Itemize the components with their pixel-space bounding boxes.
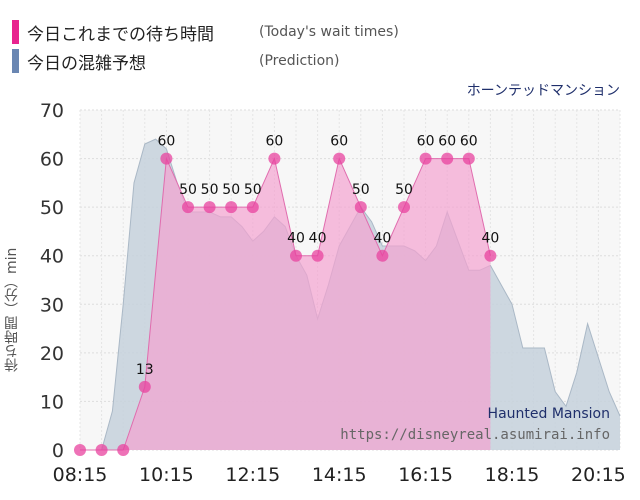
y-tick-label: 50 [40, 197, 64, 219]
y-tick-label: 70 [40, 100, 64, 122]
y-tick-label: 10 [40, 391, 64, 413]
today-data-label: 40 [309, 231, 327, 247]
x-tick-label: 12:15 [225, 464, 280, 486]
today-point [419, 152, 432, 165]
legend-label-today-jp: 今日これまでの待ち時間 [27, 24, 214, 45]
today-point [376, 249, 389, 262]
today-data-label: 60 [265, 134, 283, 150]
x-tick-label: 14:15 [312, 464, 367, 486]
today-data-label: 40 [373, 231, 391, 247]
y-tick-label: 30 [40, 294, 64, 316]
today-point [290, 249, 302, 262]
today-point [246, 201, 259, 214]
today-point [74, 444, 86, 456]
today-point [462, 152, 475, 165]
today-data-label: 60 [157, 134, 175, 150]
legend: 今日これまでの待ち時間 (Today's wait times) 今日の混雑予想… [0, 0, 640, 80]
today-point [203, 201, 216, 214]
today-data-label: 50 [201, 182, 219, 198]
today-point [117, 444, 130, 456]
today-data-label: 50 [244, 182, 262, 198]
today-point [441, 152, 454, 165]
today-data-label: 50 [352, 182, 370, 198]
today-line [80, 156, 491, 451]
y-axis-ticks: 0 10 20 30 40 50 60 70 [40, 100, 64, 462]
watermark-name: Haunted Mansion [487, 406, 610, 422]
legend-swatch-today [12, 20, 19, 44]
today-point [333, 152, 346, 165]
x-tick-label: 10:15 [139, 464, 194, 486]
today-data-label: 50 [395, 182, 413, 198]
watermark-url: https://disneyreal.asumirai.info [340, 427, 610, 443]
legend-item-today: 今日これまでの待ち時間 (Today's wait times) [12, 20, 399, 45]
y-tick-label: 0 [52, 440, 64, 462]
today-data-label: 60 [417, 134, 435, 150]
legend-label-prediction-jp: 今日の混雑予想 [27, 53, 146, 74]
legend-item-prediction: 今日の混雑予想 (Prediction) [12, 49, 340, 74]
today-point [398, 201, 410, 214]
x-tick-label: 20:15 [571, 464, 626, 486]
y-axis-label: 待ち時間（分）min [4, 247, 20, 373]
today-data-label: 40 [481, 231, 499, 247]
legend-swatch-prediction [12, 49, 19, 73]
today-point [268, 152, 281, 165]
today-area [80, 158, 491, 451]
today-data-label: 50 [179, 182, 197, 198]
legend-label-prediction-en: (Prediction) [259, 53, 340, 69]
today-point [138, 380, 151, 393]
today-point [484, 249, 497, 262]
x-tick-label: 08:15 [53, 464, 108, 486]
today-data-label: 40 [287, 231, 305, 247]
y-tick-label: 60 [40, 149, 64, 171]
x-tick-label: 18:15 [485, 464, 540, 486]
today-data-label: 13 [136, 362, 154, 378]
today-data-label: 60 [438, 134, 456, 150]
today-point [311, 249, 324, 262]
y-tick-label: 40 [40, 246, 64, 268]
y-tick-label: 20 [40, 343, 64, 365]
today-data-label: 60 [330, 134, 348, 150]
today-data-label: 60 [460, 134, 478, 150]
x-tick-label: 16:15 [398, 464, 453, 486]
today-point [225, 201, 238, 214]
today-point [160, 152, 173, 165]
today-point [95, 444, 108, 456]
attraction-title: ホーンテッドマンション [466, 83, 620, 99]
today-point [354, 201, 367, 214]
today-data-label: 50 [222, 182, 240, 198]
today-point [182, 201, 194, 214]
legend-label-today-en: (Today's wait times) [259, 24, 399, 40]
x-axis-ticks: 08:15 10:15 12:15 14:15 16:15 18:15 20:15 [53, 464, 626, 486]
